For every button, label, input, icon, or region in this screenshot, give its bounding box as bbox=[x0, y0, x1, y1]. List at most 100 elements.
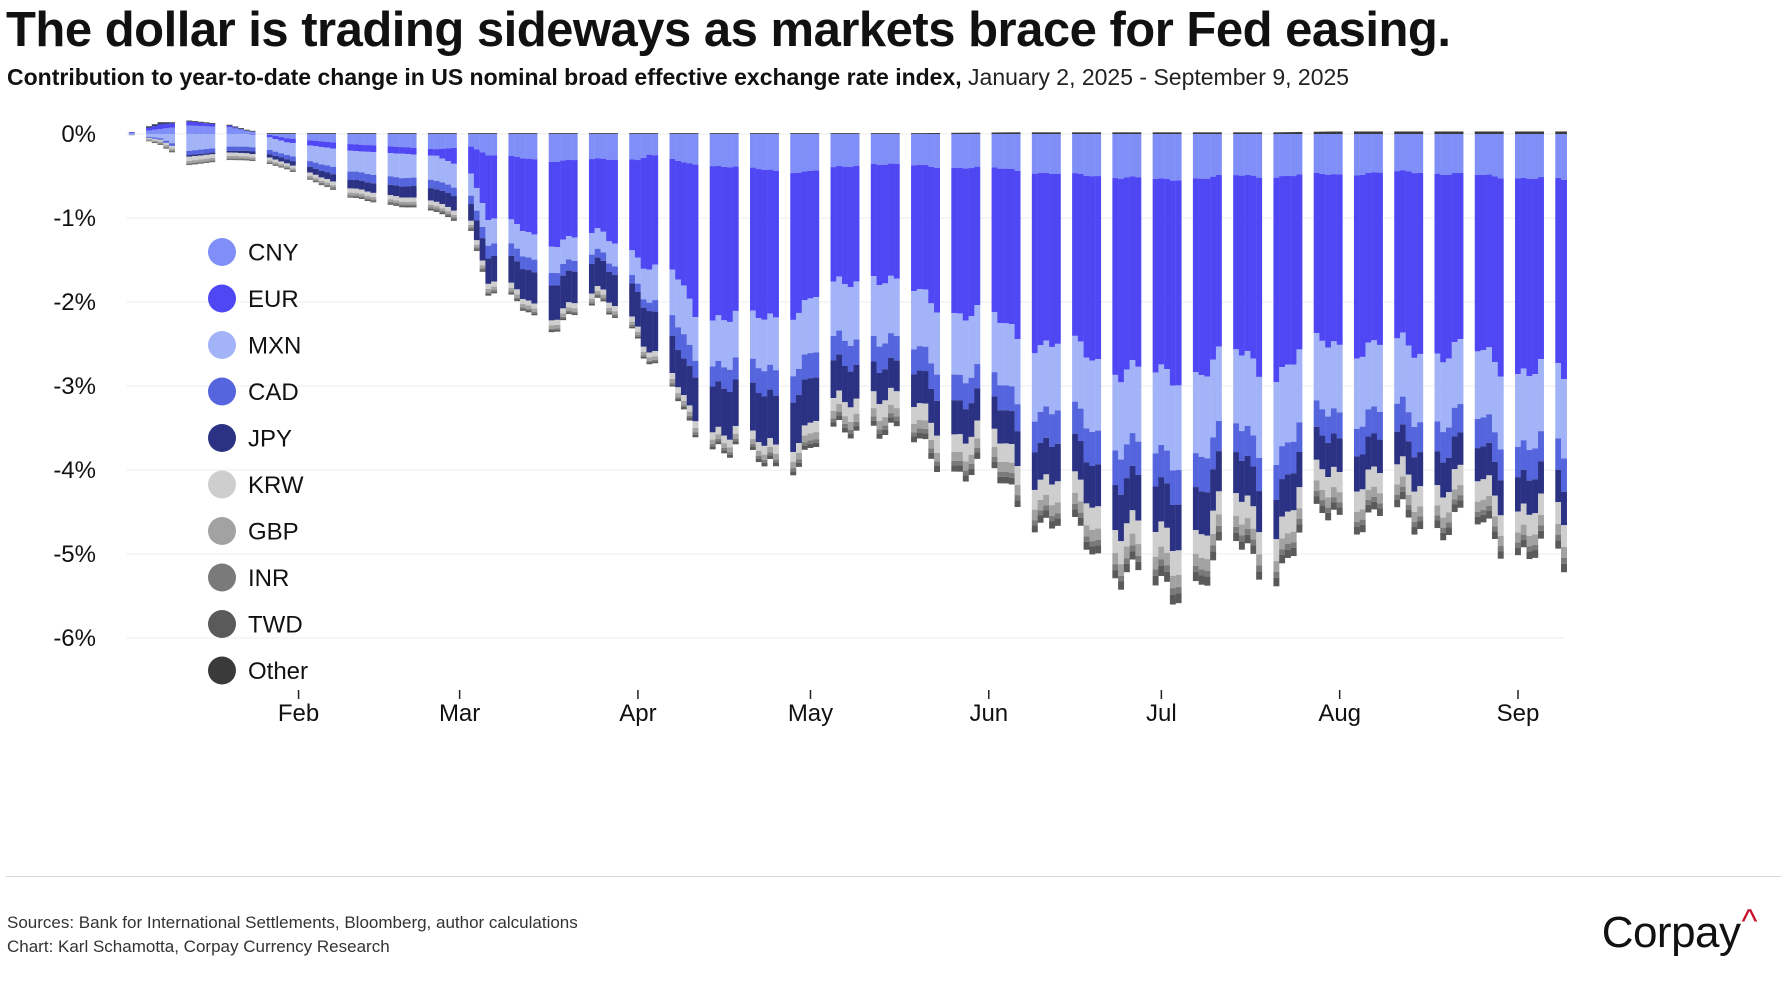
bar-segment-gbp bbox=[289, 168, 296, 171]
bar-segment-inr bbox=[514, 297, 521, 300]
bar-segment-gbp bbox=[1089, 529, 1096, 542]
bar-segment-cny bbox=[491, 134, 498, 156]
bar-segment-other bbox=[571, 133, 578, 134]
bar-segment-cny bbox=[387, 134, 394, 147]
bar-segment-cad bbox=[951, 374, 958, 401]
bar-segment-eur bbox=[646, 154, 653, 270]
bar-stack bbox=[1330, 131, 1337, 510]
bar-segment-jpy bbox=[249, 151, 256, 155]
bar-segment-mxn bbox=[1215, 346, 1222, 422]
bar-segment-gbp bbox=[842, 416, 848, 424]
bar-segment-gbp bbox=[813, 432, 820, 440]
bar-segment-cny bbox=[686, 134, 693, 164]
bar-segment-twd bbox=[393, 204, 400, 206]
bar-segment-other bbox=[1480, 131, 1487, 134]
bar-segment-krw bbox=[1072, 471, 1079, 493]
bar-segment-gbp bbox=[692, 428, 699, 433]
bar-segment-jpy bbox=[1072, 433, 1079, 472]
bar-stack bbox=[1233, 132, 1240, 542]
bar-segment-other bbox=[1526, 131, 1533, 134]
bar-segment-gbp bbox=[1532, 534, 1539, 545]
bar-segment-mxn bbox=[807, 298, 814, 354]
bar-segment-jpy bbox=[876, 372, 883, 405]
bar-segment-cad bbox=[146, 136, 152, 138]
bar-segment-inr bbox=[1031, 520, 1038, 526]
bar-segment-cad bbox=[1008, 386, 1015, 412]
bar-segment-other bbox=[968, 132, 975, 134]
bar-segment-krw bbox=[318, 177, 325, 181]
legend-swatch bbox=[208, 563, 236, 592]
bar-segment-twd bbox=[1118, 581, 1125, 590]
bar-segment-mxn bbox=[968, 316, 975, 378]
bar-stack bbox=[1250, 132, 1257, 554]
bar-segment-cny bbox=[439, 134, 446, 149]
bar-segment-cad bbox=[1095, 430, 1102, 465]
bar-segment-mxn bbox=[370, 152, 377, 175]
bar-segment-mxn bbox=[974, 305, 981, 365]
bar-segment-gbp bbox=[1290, 531, 1297, 543]
bar-segment-jpy bbox=[1296, 451, 1303, 488]
bar-segment-eur bbox=[146, 127, 152, 131]
bar-segment-other bbox=[1440, 131, 1447, 134]
legend-swatch bbox=[208, 284, 236, 313]
bar-stack bbox=[1158, 132, 1165, 577]
bar-segment-eur bbox=[186, 121, 193, 126]
bar-segment-cny bbox=[1296, 134, 1303, 175]
bar-segment-mxn bbox=[1290, 364, 1297, 442]
bar-segment-eur bbox=[669, 158, 676, 270]
bar-segment-cad bbox=[588, 254, 595, 264]
bar-segment-twd bbox=[1198, 575, 1205, 585]
bar-segment-krw bbox=[606, 302, 613, 308]
bar-segment-krw bbox=[209, 154, 216, 158]
footer-credit: Chart: Karl Schamotta, Corpay Currency R… bbox=[7, 937, 390, 956]
bar-segment-eur bbox=[634, 160, 641, 258]
bar-segment-other bbox=[1158, 132, 1165, 134]
bar-segment-other bbox=[686, 133, 693, 134]
bar-segment-jpy bbox=[266, 154, 273, 158]
bar-segment-gbp bbox=[307, 175, 314, 178]
bar-segment-jpy bbox=[514, 261, 521, 290]
bar-stack bbox=[1353, 131, 1360, 535]
bar-segment-krw bbox=[1359, 489, 1366, 510]
bar-segment-krw bbox=[226, 152, 233, 156]
bar-segment-cny bbox=[1532, 134, 1539, 179]
bar-segment-mxn bbox=[330, 148, 337, 167]
bar-stack bbox=[1365, 131, 1372, 513]
bar-segment-other bbox=[1279, 132, 1286, 134]
bar-segment-inr bbox=[560, 316, 567, 319]
bar-segment-eur bbox=[928, 166, 935, 304]
bar-segment-inr bbox=[686, 415, 693, 419]
bar-segment-other bbox=[1486, 131, 1493, 134]
bar-segment-krw bbox=[911, 407, 917, 424]
bar-segment-cny bbox=[1336, 134, 1343, 175]
bar-segment-twd bbox=[1417, 521, 1424, 530]
bar-segment-krw bbox=[1440, 497, 1447, 518]
bar-segment-krw bbox=[997, 443, 1004, 462]
bar-segment-krw bbox=[404, 197, 411, 202]
bar-segment-other bbox=[853, 133, 860, 134]
bar-segment-other bbox=[1112, 132, 1119, 134]
bar-segment-cad bbox=[1359, 426, 1366, 455]
bar-segment-jpy bbox=[387, 184, 394, 196]
x-axis: Feb Mar Apr May Jun Jul Aug Sep bbox=[278, 690, 1539, 727]
bar-segment-mxn bbox=[1175, 385, 1182, 471]
bar-segment-jpy bbox=[1394, 431, 1401, 465]
bar-segment-jpy bbox=[1233, 452, 1240, 494]
bar-segment-krw bbox=[203, 154, 210, 159]
bar-stack bbox=[1112, 132, 1119, 579]
bar-segment-jpy bbox=[1129, 465, 1136, 511]
bar-segment-mxn bbox=[272, 139, 279, 152]
bar-segment-inr bbox=[571, 311, 578, 314]
bar-segment-cny bbox=[485, 134, 492, 156]
bar-segment-cny bbox=[1054, 134, 1061, 174]
bar-segment-krw bbox=[1054, 481, 1061, 503]
bar-stack bbox=[1152, 132, 1159, 586]
bar-segment-eur bbox=[1077, 173, 1084, 342]
bar-segment-cad bbox=[957, 374, 964, 401]
bar-segment-inr bbox=[1072, 504, 1079, 510]
bar-segment-krw bbox=[1210, 510, 1217, 535]
bar-segment-cny bbox=[922, 134, 929, 166]
bar-segment-jpy bbox=[1083, 462, 1090, 504]
bar-segment-eur bbox=[1169, 180, 1176, 386]
bar-segment-cad bbox=[312, 162, 319, 169]
